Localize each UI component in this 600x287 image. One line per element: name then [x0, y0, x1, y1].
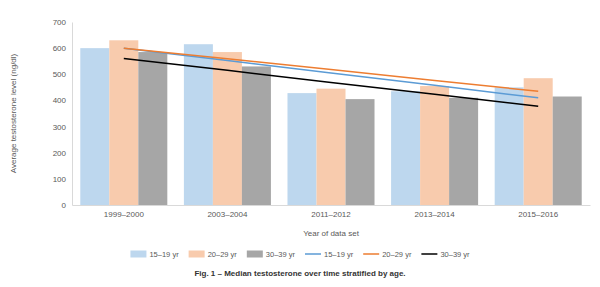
y-tick: 100	[53, 175, 72, 184]
x-tick: 2003–2004	[207, 205, 248, 219]
y-tick-label: 600	[53, 44, 67, 53]
x-tick-label: 2015–2016	[518, 210, 559, 219]
plot-area	[80, 40, 581, 205]
y-tick-label: 700	[53, 18, 67, 27]
legend-item: 15–19 yr	[305, 250, 354, 259]
y-axis-line	[72, 23, 73, 206]
bar	[242, 66, 271, 205]
legend-label: 30–39 yr	[266, 250, 296, 259]
legend-item: 30–39 yr	[247, 250, 296, 259]
bar	[495, 87, 524, 205]
legend-swatch	[421, 253, 437, 255]
bar-series	[80, 44, 523, 205]
legend-item: 30–39 yr	[421, 250, 470, 259]
legend-label: 30–39 yr	[440, 250, 470, 259]
x-axis-title: Year of data set	[303, 229, 360, 238]
y-tick-label: 200	[53, 149, 67, 158]
bar	[213, 52, 242, 205]
legend-label: 20–29 yr	[208, 250, 238, 259]
legend-label: 20–29 yr	[382, 250, 412, 259]
legend-swatch	[363, 253, 379, 255]
trend-line	[124, 48, 538, 91]
legend-item: 20–29 yr	[363, 250, 412, 259]
x-tick: 2015–2016	[518, 205, 559, 219]
legend-swatch	[305, 253, 321, 255]
legend-item: 15–19 yr	[130, 250, 179, 259]
legend-swatch	[247, 251, 263, 258]
x-tick-label: 2011–2012	[311, 210, 351, 219]
caption: Fig. 1 – Median testosterone over time s…	[194, 269, 405, 278]
bar-series	[138, 52, 581, 205]
bar	[109, 40, 138, 205]
y-axis: 0 100 200 300 400 500 600 700	[53, 18, 73, 210]
legend-swatch	[189, 251, 205, 258]
bar	[316, 89, 345, 205]
x-tick-label: 2003–2004	[207, 210, 248, 219]
y-tick: 0	[62, 201, 72, 210]
legend-label: 15–19 yr	[324, 250, 354, 259]
trend-line	[124, 48, 538, 98]
bar	[420, 86, 449, 205]
trend-line	[124, 59, 538, 107]
bar	[346, 99, 375, 205]
y-tick: 500	[53, 70, 72, 79]
bar	[138, 52, 167, 205]
y-axis-title: Average testosterone level (ng/dl)	[9, 53, 18, 173]
legend-item: 20–29 yr	[189, 250, 238, 259]
y-tick-label: 500	[53, 70, 67, 79]
x-tick-label: 2013–2014	[415, 210, 456, 219]
bar	[553, 97, 582, 205]
bar	[391, 91, 420, 205]
x-tick-label: 1999–2000	[104, 210, 145, 219]
y-tick-label: 300	[53, 123, 67, 132]
x-tick: 2011–2012	[311, 205, 351, 219]
y-tick: 300	[53, 123, 72, 132]
bar	[449, 98, 478, 205]
bar	[287, 93, 316, 205]
legend-label: 15–19 yr	[149, 250, 179, 259]
y-tick: 700	[53, 18, 72, 27]
chart: 0 100 200 300 400 500 600 700 1999–2000 2003–2004…	[0, 0, 600, 287]
bar-series	[109, 40, 552, 205]
y-tick: 400	[53, 96, 72, 105]
bar	[80, 48, 109, 205]
y-tick-label: 0	[62, 201, 67, 210]
x-tick: 1999–2000	[104, 205, 145, 219]
x-tick: 2013–2014	[415, 205, 456, 219]
legend: 15–19 yr 20–29 yr 30–39 yr 15–19 yr 20–29 yr…	[130, 250, 470, 259]
y-tick-label: 400	[53, 96, 67, 105]
y-tick-label: 100	[53, 175, 67, 184]
y-tick: 200	[53, 149, 72, 158]
y-tick: 600	[53, 44, 72, 53]
x-axis-line	[73, 205, 591, 206]
x-axis: 1999–2000 2003–2004 2011–2012 2013–2014 2015…	[73, 205, 591, 219]
legend-swatch	[130, 251, 146, 258]
